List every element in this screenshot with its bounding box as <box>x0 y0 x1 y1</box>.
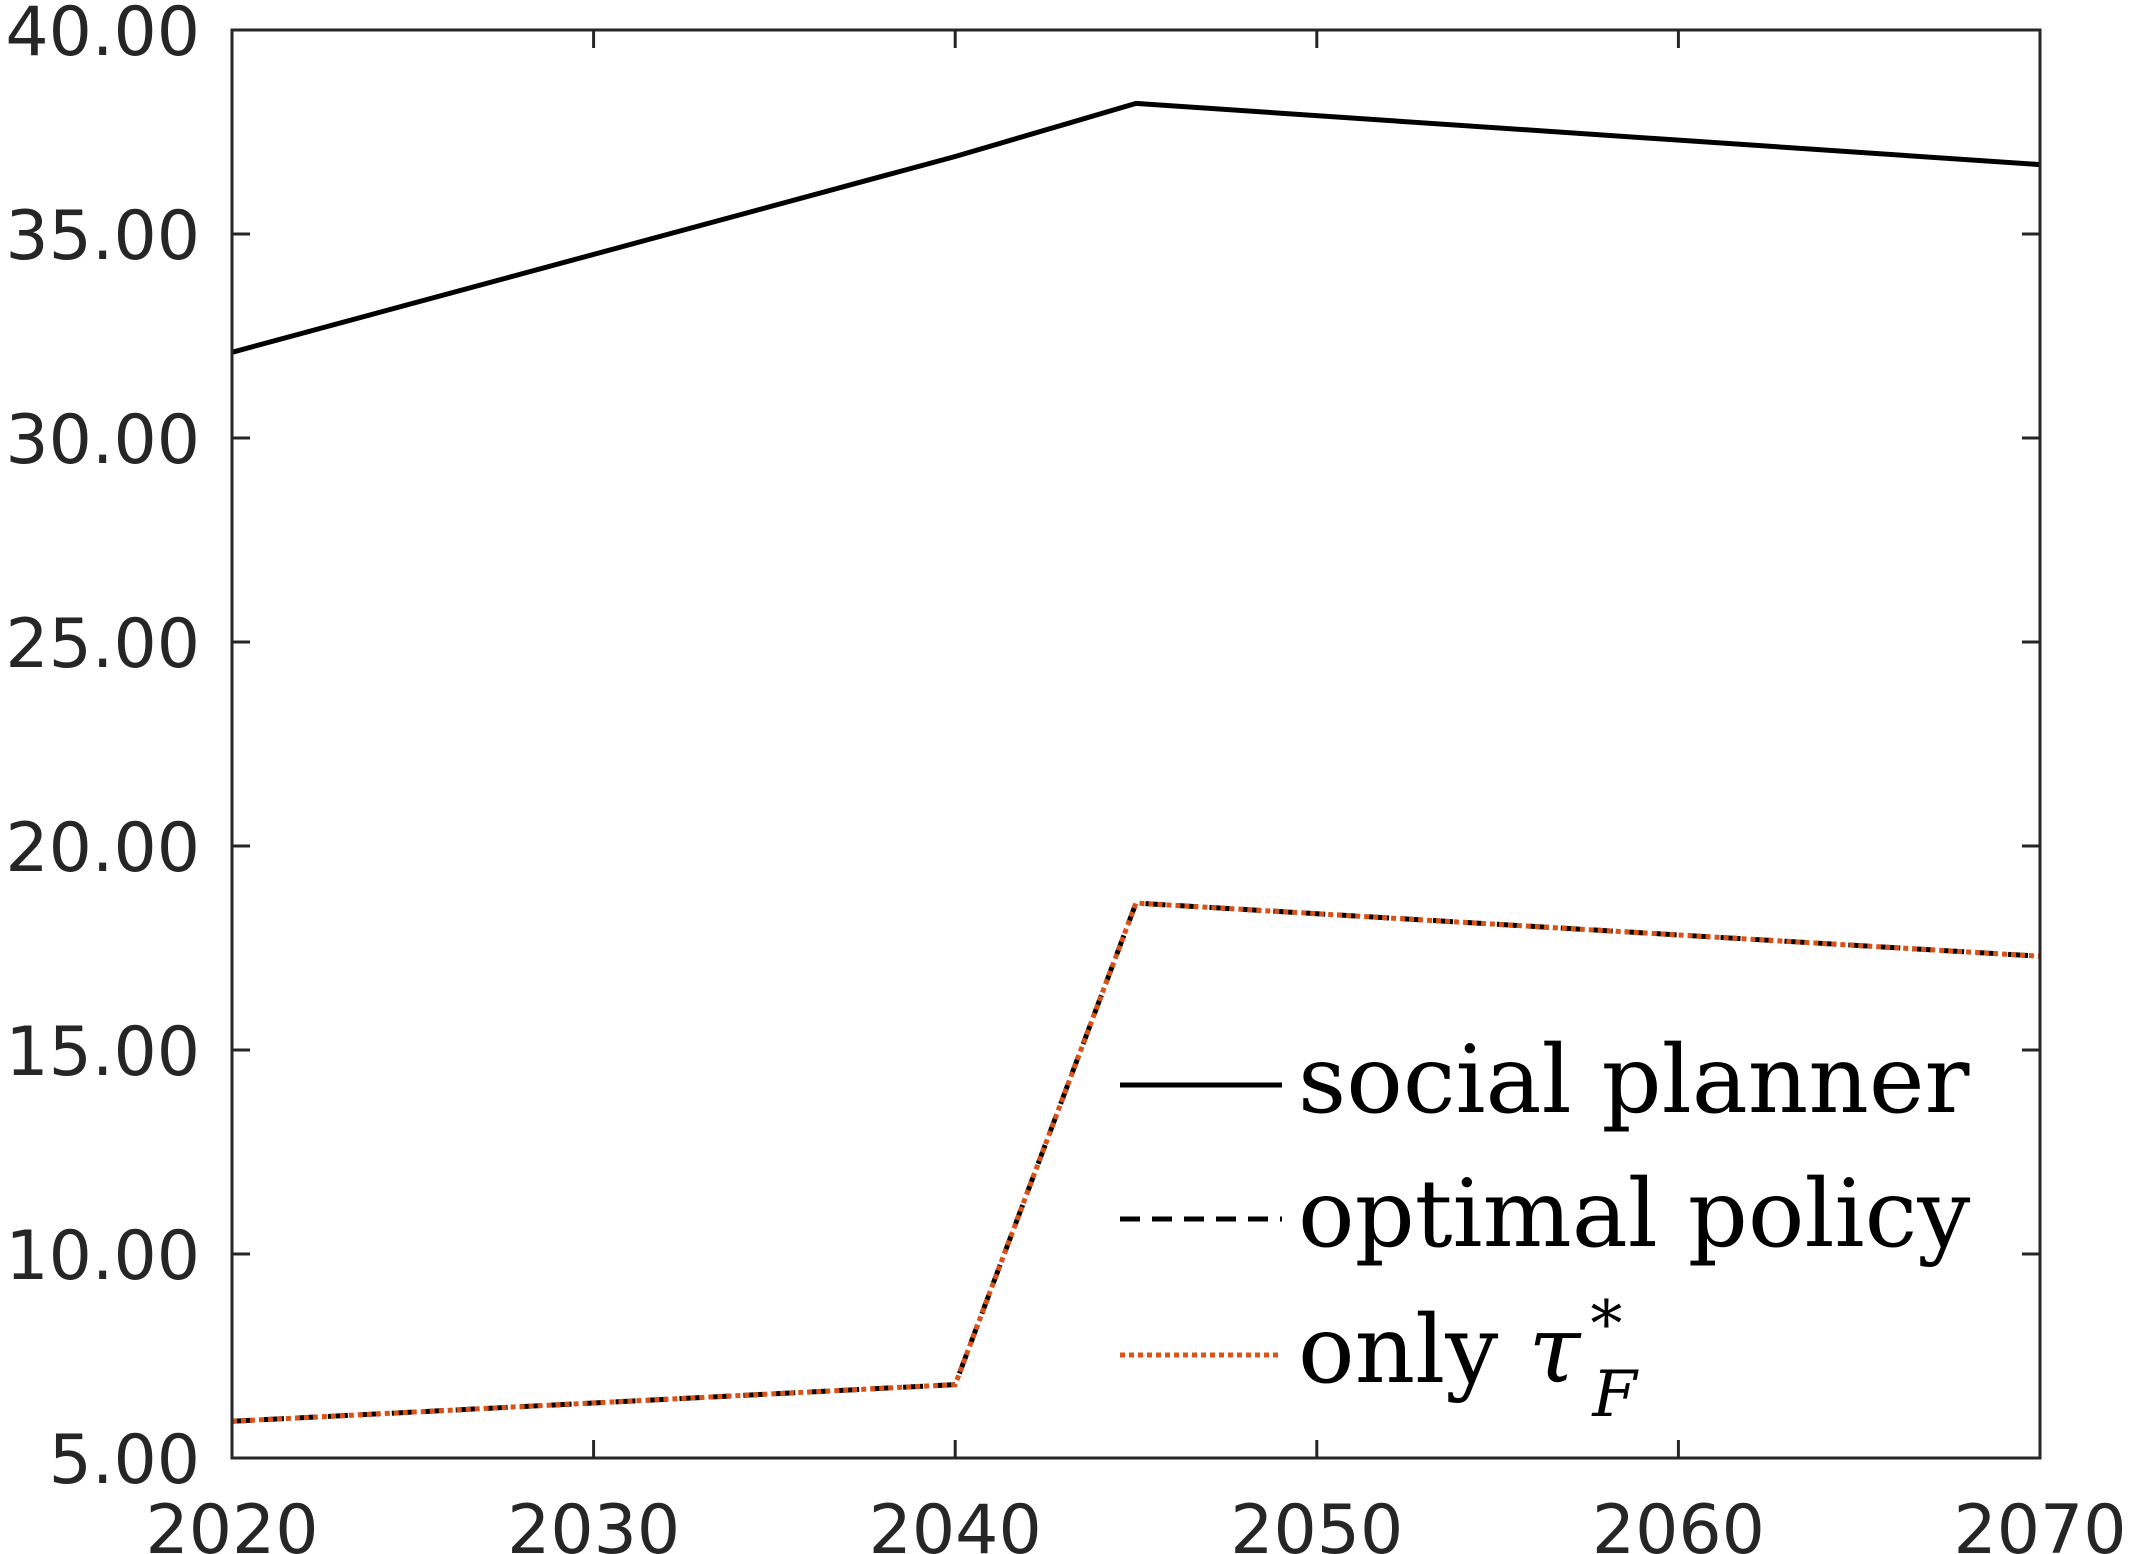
y-tick-label: 35.00 <box>5 197 200 276</box>
y-tick-label: 10.00 <box>5 1217 200 1296</box>
y-tick-label: 40.00 <box>5 0 200 72</box>
legend-label-only-tau: only τ * F <box>1298 1288 1639 1432</box>
y-tick-label: 25.00 <box>5 605 200 684</box>
x-tick-label: 2070 <box>1953 1491 2126 1554</box>
series-lines <box>231 100 2041 1424</box>
x-tick-label: 2020 <box>145 1491 318 1554</box>
x-tick-label: 2040 <box>869 1491 1042 1554</box>
series-line-social-planner <box>231 100 2041 355</box>
x-tick-label: 2060 <box>1592 1491 1765 1554</box>
x-tick-label: 2030 <box>507 1491 680 1554</box>
plot-area-frame <box>230 28 2042 1460</box>
legend: social planner optimal policy only τ * F <box>1120 1026 1970 1432</box>
legend-label-optimal-policy: optimal policy <box>1298 1160 1970 1269</box>
series-line-only-tau <box>231 900 2041 1424</box>
y-axis-tick-labels: 5.00 10.00 15.00 20.00 25.00 30.00 35.00 40.00 <box>5 0 200 1500</box>
legend-label-social-planner: social planner <box>1298 1026 1970 1135</box>
y-tick-label: 30.00 <box>5 401 200 480</box>
x-axis-tick-labels: 2020 2030 2040 2050 2060 2070 <box>145 1491 2126 1554</box>
y-tick-label: 5.00 <box>49 1421 200 1500</box>
y-tick-label: 20.00 <box>5 809 200 888</box>
x-tick-label: 2050 <box>1230 1491 1403 1554</box>
y-tick-label: 15.00 <box>5 1013 200 1092</box>
